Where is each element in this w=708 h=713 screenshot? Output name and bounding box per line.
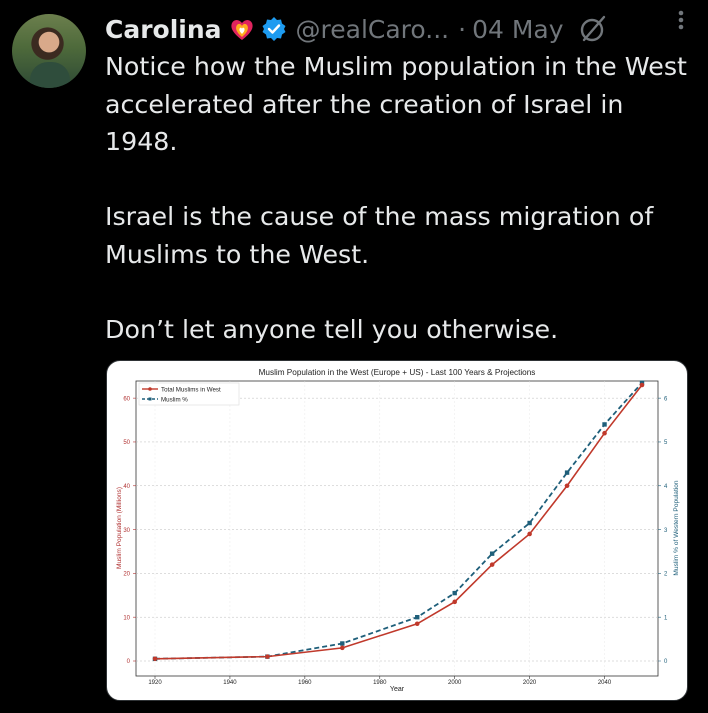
y2-tick-label: 2 bbox=[664, 572, 668, 578]
chart-grid bbox=[136, 381, 658, 676]
author-name[interactable]: Carolina bbox=[105, 14, 222, 44]
y-axis-label: Muslim Population (Millions) bbox=[116, 487, 123, 569]
plot-frame bbox=[135, 380, 659, 677]
data-point-total-muslims bbox=[527, 531, 532, 537]
x-tick-label: 2000 bbox=[448, 680, 462, 686]
data-point-total-muslims bbox=[489, 562, 495, 567]
separator-dot: · bbox=[458, 14, 467, 44]
x-tick-label: 1920 bbox=[148, 680, 162, 686]
y2-tick-label: 5 bbox=[664, 440, 668, 446]
x-tick-label: 2040 bbox=[598, 680, 612, 686]
y2-tick-label: 0 bbox=[664, 659, 668, 665]
chart-series bbox=[152, 380, 645, 662]
y-tick-label: 30 bbox=[123, 528, 130, 534]
y-axis-right: 0 1 2 3 4 5 6 bbox=[658, 396, 668, 665]
data-point-total-muslims bbox=[340, 645, 345, 651]
y2-tick-label: 4 bbox=[664, 484, 668, 490]
x-axis-label: Year bbox=[390, 686, 405, 693]
data-point-muslim-pct bbox=[415, 614, 420, 620]
chart-title: Muslim Population in the West (Europe + … bbox=[259, 368, 536, 377]
y2-axis-label: Muslim % of Western Population bbox=[673, 480, 680, 575]
tweet-media-chart[interactable]: Muslim Population in the West (Europe + … bbox=[106, 360, 688, 701]
y2-tick-label: 6 bbox=[664, 396, 668, 402]
y-axis-left: 0 10 20 30 40 50 60 bbox=[123, 396, 136, 665]
y-tick-label: 0 bbox=[127, 659, 131, 665]
y-tick-label: 20 bbox=[123, 572, 130, 578]
grok-icon[interactable] bbox=[578, 14, 608, 44]
y-tick-label: 10 bbox=[123, 615, 130, 621]
y-tick-label: 50 bbox=[123, 440, 130, 446]
y-tick-label: 40 bbox=[123, 484, 130, 490]
data-point-muslim-pct bbox=[340, 641, 345, 646]
y2-tick-label: 3 bbox=[664, 528, 668, 534]
y2-tick-label: 1 bbox=[664, 615, 668, 621]
avatar[interactable] bbox=[12, 14, 86, 88]
tweet-header: Carolina @realCaro... · 04 May bbox=[105, 10, 703, 48]
data-point-muslim-pct bbox=[602, 422, 607, 427]
author-handle[interactable]: @realCaro... bbox=[295, 14, 450, 44]
data-point-muslim-pct bbox=[527, 520, 532, 526]
tweet-paragraph: Don’t let anyone tell you otherwise. bbox=[105, 314, 559, 344]
x-tick-label: 1960 bbox=[298, 680, 312, 686]
data-point-total-muslims bbox=[414, 621, 420, 627]
data-point-muslim-pct bbox=[489, 551, 495, 556]
tweet-paragraph: Notice how the Muslim population in the … bbox=[105, 52, 687, 156]
x-axis: 1920 1940 1960 1980 2000 2020 2040 bbox=[148, 676, 612, 686]
tweet-paragraph: Israel is the cause of the mass migratio… bbox=[105, 202, 654, 269]
y-tick-label: 60 bbox=[123, 396, 130, 402]
x-tick-label: 1980 bbox=[373, 680, 387, 686]
data-point-total-muslims bbox=[265, 654, 270, 659]
x-tick-label: 2020 bbox=[523, 680, 537, 686]
chart-svg: Muslim Population in the West (Europe + … bbox=[116, 368, 680, 693]
flaming-heart-icon bbox=[229, 16, 255, 42]
data-point-total-muslims bbox=[452, 599, 457, 605]
data-point-total-muslims bbox=[564, 483, 570, 489]
verified-badge-icon bbox=[261, 16, 287, 42]
data-point-total-muslims bbox=[639, 382, 645, 388]
legend-label-pct: Muslim % bbox=[161, 397, 188, 404]
data-point-muslim-pct bbox=[564, 470, 570, 475]
legend-label-total: Total Muslims in West bbox=[161, 387, 221, 394]
series-line-total-muslims bbox=[154, 384, 643, 660]
x-tick-label: 1940 bbox=[223, 680, 237, 686]
more-options-icon[interactable] bbox=[674, 6, 688, 34]
chart-legend: Total Muslims in West Muslim % bbox=[138, 382, 240, 406]
tweet-text: Notice how the Muslim population in the … bbox=[105, 48, 695, 348]
data-point-total-muslims bbox=[152, 656, 158, 662]
data-point-total-muslims bbox=[602, 430, 607, 436]
series-line-muslim-pct bbox=[154, 382, 643, 660]
tweet-date[interactable]: 04 May bbox=[472, 14, 564, 44]
data-point-muslim-pct bbox=[452, 590, 457, 596]
